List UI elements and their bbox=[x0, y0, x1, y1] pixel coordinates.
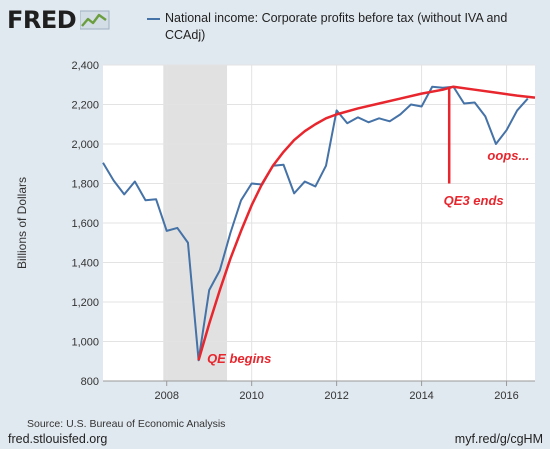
overlay-trend-curve bbox=[197, 85, 536, 361]
x-tick-labels-group: 2008 2010 2012 2014 2016 bbox=[154, 390, 518, 402]
x-tick-label: 2010 bbox=[239, 390, 263, 402]
series-group bbox=[102, 85, 529, 362]
y-tick-label: 1,400 bbox=[71, 258, 99, 270]
y-tick-labels-group: 800 1,000 1,200 1,400 1,600 1,800 2,000 2,200 2,… bbox=[71, 60, 99, 388]
chart-line-icon bbox=[80, 10, 110, 30]
legend-swatch bbox=[147, 18, 160, 20]
annotation-label: oops... bbox=[487, 148, 529, 163]
x-tick-label: 2014 bbox=[409, 390, 433, 402]
site-link[interactable]: fred.stlouisfed.org bbox=[8, 432, 108, 446]
y-tick-label: 2,000 bbox=[71, 139, 99, 151]
x-tick-label: 2016 bbox=[494, 390, 518, 402]
logo-text: FRED bbox=[7, 6, 77, 34]
annotation-label: QE begins bbox=[207, 351, 271, 366]
y-tick-label: 1,200 bbox=[71, 297, 99, 309]
gridlines-group bbox=[103, 64, 535, 386]
short-url-link[interactable]: myf.red/g/cgHM bbox=[454, 432, 543, 446]
y-tick-label: 1,800 bbox=[71, 179, 99, 191]
y-tick-label: 800 bbox=[81, 376, 99, 388]
legend: National income: Corporate profits befor… bbox=[147, 10, 542, 44]
y-tick-label: 1,600 bbox=[71, 218, 99, 230]
y-tick-label: 2,400 bbox=[71, 60, 99, 72]
source-note: Source: U.S. Bureau of Economic Analysis bbox=[27, 418, 226, 430]
y-tick-label: 2,200 bbox=[71, 100, 99, 112]
overlay-group bbox=[197, 85, 536, 361]
legend-label: National income: Corporate profits befor… bbox=[165, 11, 508, 42]
fred-logo[interactable]: FRED bbox=[7, 6, 110, 34]
y-tick-label: 1,000 bbox=[71, 337, 99, 349]
series-line bbox=[102, 85, 529, 362]
x-tick-label: 2012 bbox=[324, 390, 348, 402]
annotation-label: QE3 ends bbox=[444, 193, 504, 208]
y-axis-label: Billions of Dollars bbox=[15, 177, 29, 269]
x-tick-label: 2008 bbox=[154, 390, 178, 402]
annotations-group: QE begins QE3 ends oops... bbox=[207, 148, 529, 366]
